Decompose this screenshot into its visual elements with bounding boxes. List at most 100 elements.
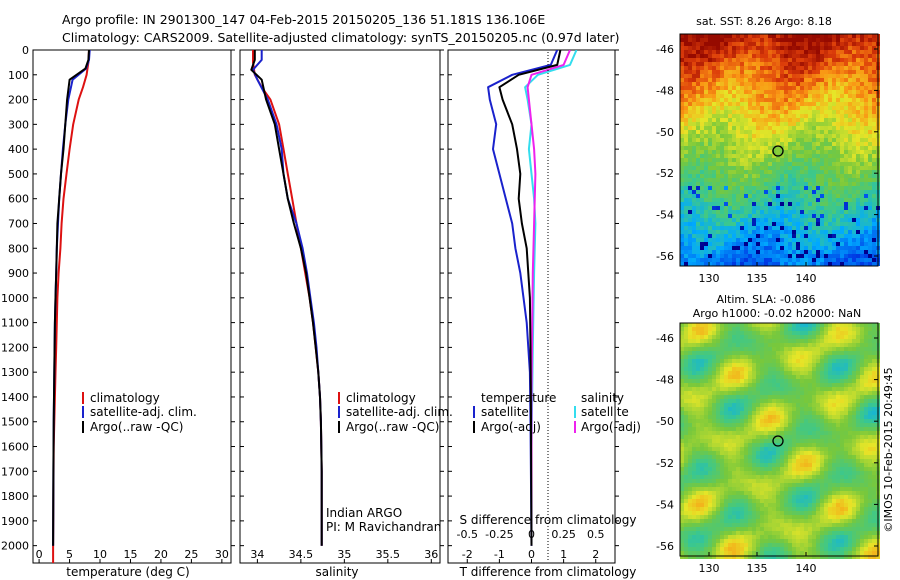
sst-cell [740, 102, 744, 106]
sst-cell [716, 250, 720, 254]
sst-map-title: sat. SST: 8.26 Argo: 8.18 [696, 15, 832, 28]
sst-cell [864, 206, 868, 210]
sst-cell [764, 42, 768, 46]
sst-cell [780, 242, 784, 246]
sst-cell [772, 58, 776, 62]
sla-cell [840, 459, 844, 463]
sst-cell [868, 162, 872, 166]
sla-cell [692, 339, 696, 343]
sst-cell [780, 38, 784, 42]
sst-cell [840, 150, 844, 154]
sla-cell [856, 383, 860, 387]
sst-cell [872, 86, 876, 90]
sst-cell [808, 66, 812, 70]
sla-cell [796, 455, 800, 459]
sst-cell [824, 106, 828, 110]
sla-cell [852, 327, 856, 331]
sla-cell [836, 363, 840, 367]
sla-cell [848, 391, 852, 395]
sst-cell [764, 54, 768, 58]
sla-cell [868, 459, 872, 463]
sst-cell [856, 38, 860, 42]
sst-cell [788, 78, 792, 82]
sla-cell [844, 347, 848, 351]
sst-cell [828, 126, 832, 130]
sst-cell [804, 130, 808, 134]
sst-cell [792, 254, 796, 258]
sst-cell [748, 170, 752, 174]
sst-cell [680, 46, 684, 50]
sst-cell [752, 250, 756, 254]
sla-cell [784, 375, 788, 379]
sst-cell [692, 206, 696, 210]
sst-cell [844, 170, 848, 174]
sst-cell [780, 70, 784, 74]
sst-cell [756, 62, 760, 66]
sla-cell [684, 331, 688, 335]
sst-cell [680, 246, 684, 250]
sla-cell [712, 323, 716, 327]
sst-cell [864, 118, 868, 122]
sst-cell [728, 66, 732, 70]
depth-tick-label: 1500 [1, 416, 29, 429]
sla-cell [752, 451, 756, 455]
sla-cell [848, 403, 852, 407]
sst-cell [784, 246, 788, 250]
sst-cell [820, 130, 824, 134]
sst-cell [776, 182, 780, 186]
sst-cell [760, 206, 764, 210]
sst-cell [688, 198, 692, 202]
sst-cell [808, 70, 812, 74]
sla-cell [688, 327, 692, 331]
sst-cell [760, 122, 764, 126]
sla-cell [808, 387, 812, 391]
sst-cell [752, 86, 756, 90]
sla-cell [740, 387, 744, 391]
sst-cell [860, 226, 864, 230]
sst-cell [848, 46, 852, 50]
sla-cell [848, 359, 852, 363]
sla-cell [728, 351, 732, 355]
sst-cell [832, 178, 836, 182]
sla-cell [792, 443, 796, 447]
sla-cell [768, 387, 772, 391]
sst-cell [764, 186, 768, 190]
sst-cell [720, 174, 724, 178]
sst-cell [748, 74, 752, 78]
sst-cell [856, 66, 860, 70]
sla-cell [808, 363, 812, 367]
sla-cell [744, 347, 748, 351]
sla-cell [724, 391, 728, 395]
sst-cell [792, 166, 796, 170]
sst-cell [684, 66, 688, 70]
sst-cell [712, 238, 716, 242]
sla-cell [792, 339, 796, 343]
sst-cell [704, 246, 708, 250]
sst-cell [852, 218, 856, 222]
sla-cell [736, 391, 740, 395]
sst-cell [800, 106, 804, 110]
sst-cell [836, 258, 840, 262]
sla-cell [736, 463, 740, 467]
sst-cell [772, 254, 776, 258]
sla-cell [692, 459, 696, 463]
sst-cell [868, 190, 872, 194]
sst-cell [872, 250, 876, 254]
sla-cell [832, 443, 836, 447]
sst-cell [724, 246, 728, 250]
sst-cell [768, 206, 772, 210]
sst-cell [712, 178, 716, 182]
sst-cell [852, 86, 856, 90]
sst-cell [728, 118, 732, 122]
sst-cell [804, 66, 808, 70]
sst-cell [772, 242, 776, 246]
sst-cell [792, 82, 796, 86]
sst-cell [780, 126, 784, 130]
sst-cell [788, 114, 792, 118]
sla-cell [816, 395, 820, 399]
sst-cell [760, 38, 764, 42]
temperature-xlabel: temperature (deg C) [66, 565, 189, 579]
sla-cell [740, 411, 744, 415]
sla-cell [692, 431, 696, 435]
sla-cell [828, 439, 832, 443]
